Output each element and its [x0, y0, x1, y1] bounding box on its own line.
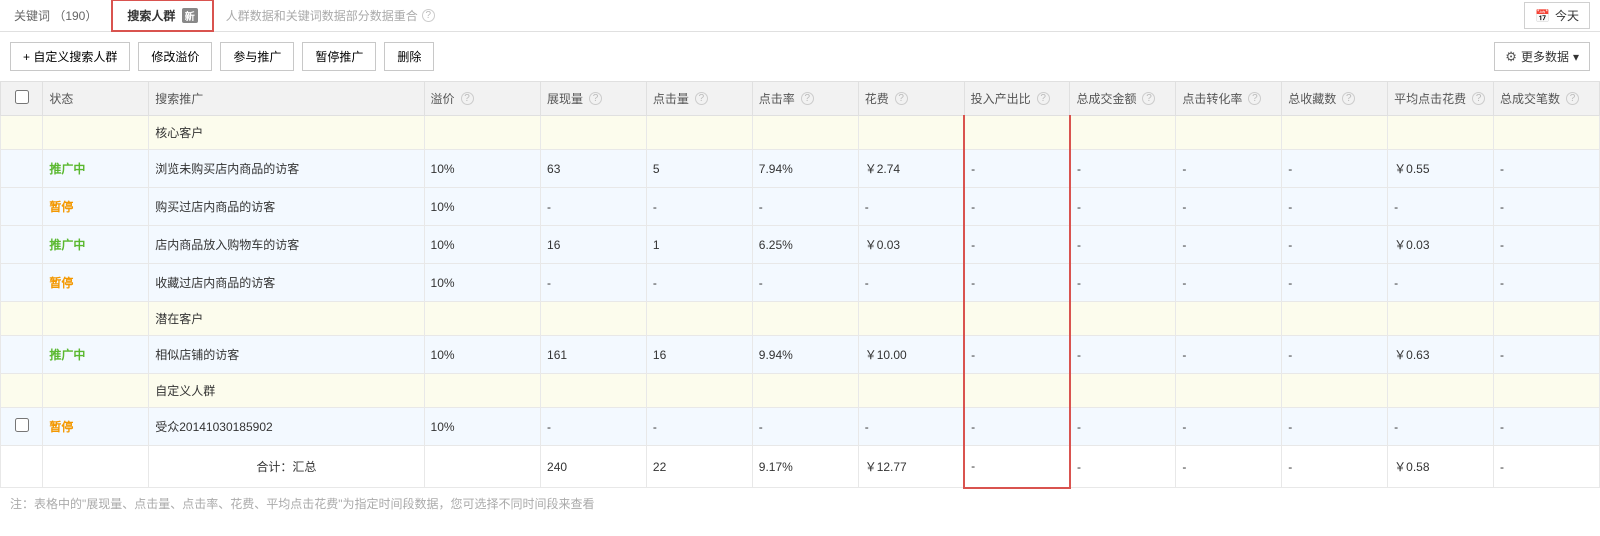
- more-data-label: 更多数据: [1521, 48, 1569, 65]
- custom-crowd-button[interactable]: + 自定义搜索人群: [10, 42, 130, 71]
- header-tx-count[interactable]: 总成交笔数?: [1494, 82, 1600, 116]
- tab-search-crowd-label: 搜索人群: [127, 9, 175, 23]
- table-row[interactable]: 暂停受众2014103018590210%----------: [1, 408, 1600, 446]
- status-cell: 推广中: [43, 150, 149, 188]
- header-clicks[interactable]: 点击量?: [646, 82, 752, 116]
- new-badge: 新: [182, 8, 198, 23]
- group-label: 自定义人群: [149, 374, 424, 408]
- group-label: 潜在客户: [149, 302, 424, 336]
- table-row[interactable]: 暂停购买过店内商品的访客10%----------: [1, 188, 1600, 226]
- header-cost[interactable]: 花费?: [858, 82, 964, 116]
- header-impressions[interactable]: 展现量?: [541, 82, 647, 116]
- pause-promo-button[interactable]: 暂停推广: [302, 42, 376, 71]
- delete-button[interactable]: 删除: [384, 42, 434, 71]
- header-ctr[interactable]: 点击率?: [752, 82, 858, 116]
- header-roi[interactable]: 投入产出比?: [964, 82, 1070, 116]
- table-row[interactable]: 暂停收藏过店内商品的访客10%----------: [1, 264, 1600, 302]
- summary-row: 合计：汇总240229.17%￥12.77----￥0.58-: [1, 446, 1600, 488]
- tab-keywords[interactable]: 关键词 （190）: [0, 1, 111, 30]
- status-cell: 暂停: [43, 264, 149, 302]
- table-row[interactable]: 推广中相似店铺的访客10%161169.94%￥10.00----￥0.63-: [1, 336, 1600, 374]
- more-data-button[interactable]: ⚙ 更多数据 ▾: [1494, 42, 1590, 71]
- status-cell: 暂停: [43, 408, 149, 446]
- header-status[interactable]: 状态: [43, 82, 149, 116]
- header-cvr[interactable]: 点击转化率?: [1176, 82, 1282, 116]
- header-checkbox[interactable]: [1, 82, 43, 116]
- table-row[interactable]: 推广中浏览未购买店内商品的访客10%6357.94%￥2.74----￥0.55…: [1, 150, 1600, 188]
- tab-bar: 关键词 （190） 搜索人群 新 人群数据和关键词数据部分数据重合 ? 📅 今天: [0, 0, 1600, 32]
- group-label: 核心客户: [149, 116, 424, 150]
- date-picker[interactable]: 📅 今天: [1524, 2, 1590, 29]
- chevron-down-icon: ▾: [1573, 50, 1579, 64]
- table-row[interactable]: 推广中店内商品放入购物车的访客10%1616.25%￥0.03----￥0.03…: [1, 226, 1600, 264]
- date-picker-label: 今天: [1555, 7, 1579, 24]
- status-cell: 暂停: [43, 188, 149, 226]
- status-cell: 推广中: [43, 226, 149, 264]
- gear-icon: ⚙: [1505, 49, 1517, 65]
- help-text-label: 人群数据和关键词数据部分数据重合: [226, 7, 418, 24]
- header-collect[interactable]: 总收藏数?: [1282, 82, 1388, 116]
- modify-premium-button[interactable]: 修改溢价: [138, 42, 212, 71]
- join-promo-button[interactable]: 参与推广: [220, 42, 294, 71]
- footer-note: 注：表格中的"展现量、点击量、点击率、花费、平均点击花费"为指定时间段数据，您可…: [0, 489, 1600, 518]
- header-avg-cpc[interactable]: 平均点击花费?: [1388, 82, 1494, 116]
- table-header-row: 状态 搜索推广 溢价? 展现量? 点击量? 点击率? 花费? 投入产出比? 总成…: [1, 82, 1600, 116]
- header-premium[interactable]: 溢价?: [424, 82, 540, 116]
- help-icon[interactable]: ?: [422, 9, 435, 22]
- data-table: 状态 搜索推广 溢价? 展现量? 点击量? 点击率? 花费? 投入产出比? 总成…: [0, 81, 1600, 489]
- row-checkbox[interactable]: [15, 418, 29, 432]
- help-text: 人群数据和关键词数据部分数据重合 ?: [226, 7, 435, 24]
- header-tx-amount[interactable]: 总成交金额?: [1070, 82, 1176, 116]
- group-row: 核心客户: [1, 116, 1600, 150]
- toolbar: + 自定义搜索人群 修改溢价 参与推广 暂停推广 删除 ⚙ 更多数据 ▾: [0, 32, 1600, 81]
- header-name[interactable]: 搜索推广: [149, 82, 424, 116]
- calendar-icon: 📅: [1535, 9, 1550, 23]
- status-cell: 推广中: [43, 336, 149, 374]
- tab-search-crowd[interactable]: 搜索人群 新: [111, 0, 213, 32]
- group-row: 自定义人群: [1, 374, 1600, 408]
- group-row: 潜在客户: [1, 302, 1600, 336]
